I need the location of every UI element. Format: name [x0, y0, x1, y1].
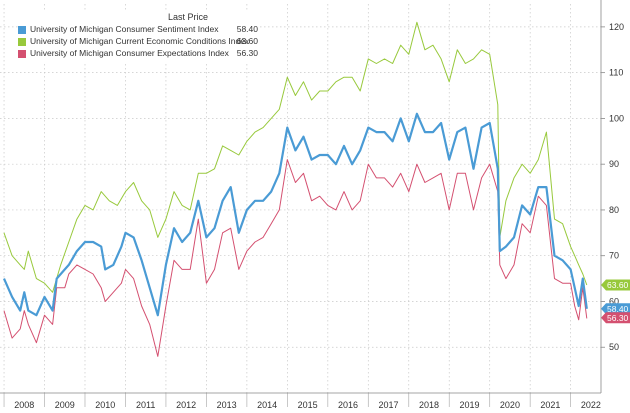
- grid: [0, 4, 601, 393]
- legend-item-current-conditions: University of Michigan Current Economic …: [18, 36, 258, 48]
- y-tick-label: 100: [609, 113, 624, 123]
- x-tick-label: 2016: [338, 400, 358, 410]
- x-tick-label: 2021: [540, 400, 560, 410]
- legend-value: 56.30: [236, 48, 258, 58]
- y-tick-label: 80: [609, 205, 619, 215]
- x-tick-label: 2022: [581, 400, 601, 410]
- legend-item-consumer-sentiment: University of Michigan Consumer Sentimen…: [18, 24, 258, 36]
- last-value-tag: 56.30: [601, 312, 630, 324]
- y-tick-label: 120: [609, 22, 624, 32]
- y-tick-label: 110: [609, 68, 623, 78]
- y-tick-label: 60: [609, 296, 619, 306]
- legend-header: Last Price: [168, 12, 209, 22]
- x-tick-label: 2010: [95, 400, 115, 410]
- x-tick-label: 2018: [419, 400, 439, 410]
- last-value-tag: 63.60: [601, 279, 630, 291]
- x-tick-label: 2019: [459, 400, 479, 410]
- series-line-1: [3, 21, 588, 293]
- legend: Last Price University of Michigan Consum…: [18, 12, 258, 62]
- series-line-2: [3, 159, 588, 357]
- legend-swatch: [18, 50, 26, 58]
- last-value-tag-bg: [601, 303, 630, 315]
- x-tick-label: 2012: [176, 400, 196, 410]
- last-value-tag-label: 58.40: [607, 304, 629, 314]
- y-tick-label: 70: [609, 251, 619, 261]
- last-value-tag-label: 63.60: [607, 280, 629, 290]
- legend-swatch: [18, 38, 26, 46]
- last-value-tag-bg: [601, 312, 630, 324]
- legend-label: University of Michigan Current Economic …: [30, 36, 250, 46]
- x-tick-label: 2013: [217, 400, 237, 410]
- legend-label: University of Michigan Consumer Expectat…: [30, 48, 229, 58]
- series-lines: [2, 21, 588, 357]
- x-tick-label: 2011: [136, 400, 155, 410]
- legend-label: University of Michigan Consumer Sentimen…: [30, 24, 219, 34]
- x-tick-label: 2014: [257, 400, 277, 410]
- legend-swatch: [18, 26, 26, 34]
- last-value-tag-label: 56.30: [607, 313, 629, 323]
- y-tick-label: 90: [609, 159, 619, 169]
- x-tick-label: 2020: [500, 400, 520, 410]
- x-tick-label: 2017: [379, 400, 399, 410]
- series-line-0: [2, 112, 588, 317]
- legend-value: 63.60: [236, 36, 258, 46]
- x-tick-label: 2015: [298, 400, 318, 410]
- last-value-tags: 58.40 63.60 56.30: [601, 279, 630, 324]
- last-value-tag: 58.40: [601, 303, 630, 315]
- legend-value: 58.40: [236, 24, 258, 34]
- last-value-tag-bg: [601, 279, 630, 291]
- x-tick-label: 2009: [55, 400, 75, 410]
- y-tick-label: 50: [609, 342, 619, 352]
- legend-item-consumer-expectations: University of Michigan Consumer Expectat…: [18, 48, 258, 60]
- x-tick-label: 2008: [14, 400, 34, 410]
